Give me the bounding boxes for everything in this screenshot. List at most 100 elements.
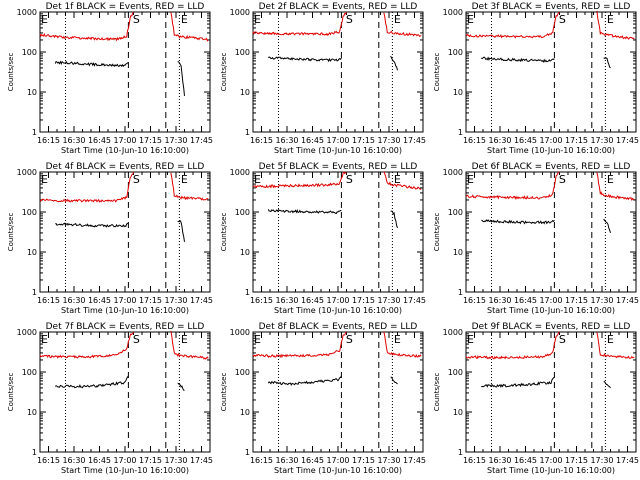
x-tick-label: 17:30: [377, 296, 400, 305]
events-series-segment-2: [390, 55, 398, 71]
chart-panel-9: Det 9f BLACK = Events, RED = LLD 1 10 100 10…: [433, 322, 639, 475]
x-tick-label: 16:45: [88, 296, 111, 305]
x-tick-label: 16:45: [301, 136, 324, 145]
y-axis-label: Counts/sec: [220, 53, 228, 92]
x-tick-label: 17:30: [377, 136, 400, 145]
x-tick-label: 16:30: [488, 296, 511, 305]
y-tick-label: 1: [458, 448, 463, 457]
x-tick-label: 17:15: [139, 136, 162, 145]
y-tick-label: 100: [448, 48, 463, 57]
x-axis-label: Start Time (10-Jun-10 16:10:00): [274, 146, 402, 155]
marker-e-end: E: [394, 13, 401, 26]
y-tick-label: 1000: [17, 8, 37, 17]
lld-series-segment-1: [39, 11, 134, 42]
x-tick-label: 17:30: [590, 136, 613, 145]
events-series-segment-2: [177, 219, 185, 242]
events-series-segment-2: [603, 380, 611, 389]
y-tick-label: 1000: [443, 168, 463, 177]
events-series-segment-2: [177, 382, 185, 391]
marker-e-start: E: [41, 13, 48, 26]
x-tick-label: 16:15: [463, 136, 486, 145]
marker-e-start: E: [254, 173, 261, 186]
marker-e-start: E: [41, 173, 48, 186]
y-tick-label: 1000: [230, 168, 250, 177]
y-axis-label: Counts/sec: [433, 213, 441, 252]
x-axis-label: Start Time (10-Jun-10 16:10:00): [487, 146, 615, 155]
lld-series-segment-2: [596, 332, 635, 359]
x-tick-label: 16:30: [275, 296, 298, 305]
events-series-segment-2: [390, 210, 398, 229]
y-tick-label: 10: [240, 408, 250, 417]
y-axis-label: Counts/sec: [7, 373, 15, 412]
lld-series-segment-1: [465, 11, 560, 39]
events-series-segment-2: [390, 376, 398, 385]
y-tick-label: 100: [448, 208, 463, 217]
chart-title: Det 6f BLACK = Events, RED = LLD: [472, 162, 631, 172]
x-tick-label: 17:00: [539, 136, 562, 145]
y-tick-label: 1: [32, 128, 37, 137]
x-tick-label: 17:30: [164, 296, 187, 305]
chart-panel-3: Det 3f BLACK = Events, RED = LLD 1 10 100 10…: [433, 2, 639, 155]
marker-e-end: E: [394, 333, 401, 346]
marker-s: S: [559, 333, 566, 346]
y-axis-label: Counts/sec: [220, 373, 228, 412]
marker-e-start: E: [41, 333, 48, 346]
marker-e-end: E: [181, 13, 188, 26]
chart-title: Det 7f BLACK = Events, RED = LLD: [46, 322, 205, 332]
x-tick-label: 16:45: [514, 456, 537, 465]
lld-series-segment-2: [170, 172, 209, 201]
y-tick-label: 100: [235, 208, 250, 217]
lld-series-segment-1: [39, 331, 134, 359]
x-tick-label: 16:45: [514, 136, 537, 145]
marker-s: S: [346, 173, 353, 186]
marker-s: S: [346, 333, 353, 346]
x-axis-label: Start Time (10-Jun-10 16:10:00): [274, 306, 402, 315]
chart-panel-1: Det 1f BLACK = Events, RED = LLD 1 10 100 10…: [7, 2, 213, 155]
marker-e-end: E: [607, 333, 614, 346]
marker-e-end: E: [607, 173, 614, 186]
chart-title: Det 9f BLACK = Events, RED = LLD: [472, 322, 631, 332]
chart-title: Det 1f BLACK = Events, RED = LLD: [46, 2, 205, 12]
chart-title: Det 2f BLACK = Events, RED = LLD: [259, 2, 418, 12]
x-tick-label: 17:00: [326, 296, 349, 305]
x-tick-label: 17:30: [590, 456, 613, 465]
lld-series-segment-2: [170, 330, 209, 360]
x-tick-label: 17:45: [403, 136, 426, 145]
events-series-segment-1: [481, 219, 555, 225]
x-tick-label: 17:30: [164, 456, 187, 465]
y-tick-label: 10: [27, 88, 37, 97]
y-axis-label: Counts/sec: [433, 373, 441, 412]
lld-series-segment-2: [383, 171, 422, 190]
x-tick-label: 17:45: [403, 456, 426, 465]
x-axis-label: Start Time (10-Jun-10 16:10:00): [61, 306, 189, 315]
lld-series-segment-2: [170, 12, 209, 42]
lld-series-segment-1: [252, 171, 347, 189]
x-tick-label: 16:30: [275, 456, 298, 465]
x-tick-label: 17:30: [164, 136, 187, 145]
y-tick-label: 100: [235, 48, 250, 57]
x-axis-label: Start Time (10-Jun-10 16:10:00): [274, 466, 402, 475]
x-tick-label: 17:15: [352, 136, 375, 145]
y-tick-label: 1000: [230, 8, 250, 17]
lld-series-segment-2: [383, 331, 422, 358]
lld-series-segment-1: [252, 331, 347, 359]
marker-e-start: E: [254, 13, 261, 26]
lld-series-segment-1: [465, 331, 560, 360]
y-tick-label: 1: [245, 448, 250, 457]
x-tick-label: 17:15: [139, 456, 162, 465]
y-axis-label: Counts/sec: [433, 53, 441, 92]
x-tick-label: 17:15: [352, 296, 375, 305]
marker-e-end: E: [394, 173, 401, 186]
x-tick-label: 16:15: [37, 296, 60, 305]
marker-e-end: E: [607, 13, 614, 26]
y-tick-label: 100: [22, 368, 37, 377]
y-tick-label: 1000: [230, 328, 250, 337]
x-tick-label: 17:15: [139, 296, 162, 305]
chart-panel-6: Det 6f BLACK = Events, RED = LLD 1 10 100 10…: [433, 162, 639, 315]
x-axis-label: Start Time (10-Jun-10 16:10:00): [61, 146, 189, 155]
lld-series-segment-2: [383, 12, 422, 38]
x-tick-label: 16:15: [463, 296, 486, 305]
x-tick-label: 17:00: [539, 296, 562, 305]
x-tick-label: 17:00: [113, 296, 136, 305]
